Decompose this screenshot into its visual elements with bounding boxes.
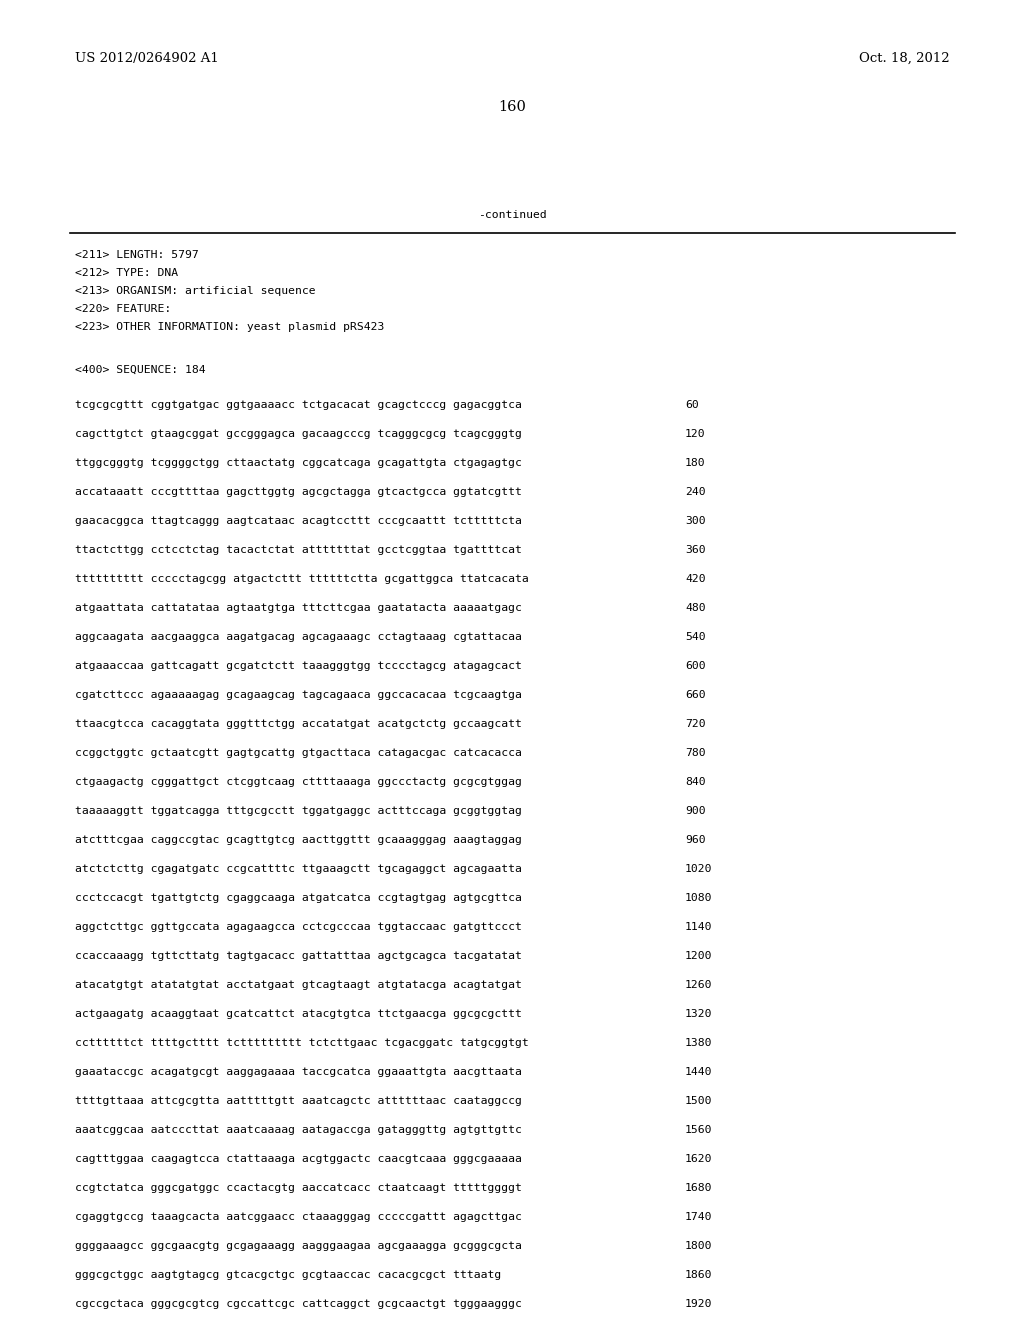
- Text: 240: 240: [685, 487, 706, 498]
- Text: <220> FEATURE:: <220> FEATURE:: [75, 304, 171, 314]
- Text: -continued: -continued: [477, 210, 547, 220]
- Text: 60: 60: [685, 400, 698, 411]
- Text: <223> OTHER INFORMATION: yeast plasmid pRS423: <223> OTHER INFORMATION: yeast plasmid p…: [75, 322, 384, 333]
- Text: ccctccacgt tgattgtctg cgaggcaaga atgatcatca ccgtagtgag agtgcgttca: ccctccacgt tgattgtctg cgaggcaaga atgatca…: [75, 894, 522, 903]
- Text: 1800: 1800: [685, 1241, 713, 1251]
- Text: ctgaagactg cgggattgct ctcggtcaag cttttaaaga ggccctactg gcgcgtggag: ctgaagactg cgggattgct ctcggtcaag cttttaa…: [75, 777, 522, 787]
- Text: 1680: 1680: [685, 1183, 713, 1193]
- Text: gaacacggca ttagtcaggg aagtcataac acagtccttt cccgcaattt tctttttcta: gaacacggca ttagtcaggg aagtcataac acagtcc…: [75, 516, 522, 525]
- Text: US 2012/0264902 A1: US 2012/0264902 A1: [75, 51, 219, 65]
- Text: <211> LENGTH: 5797: <211> LENGTH: 5797: [75, 249, 199, 260]
- Text: actgaagatg acaaggtaat gcatcattct atacgtgtca ttctgaacga ggcgcgcttt: actgaagatg acaaggtaat gcatcattct atacgtg…: [75, 1008, 522, 1019]
- Text: 1380: 1380: [685, 1038, 713, 1048]
- Text: 480: 480: [685, 603, 706, 612]
- Text: 1260: 1260: [685, 979, 713, 990]
- Text: ttggcgggtg tcggggctgg cttaactatg cggcatcaga gcagattgta ctgagagtgc: ttggcgggtg tcggggctgg cttaactatg cggcatc…: [75, 458, 522, 469]
- Text: 720: 720: [685, 719, 706, 729]
- Text: tcgcgcgttt cggtgatgac ggtgaaaacc tctgacacat gcagctcccg gagacggtca: tcgcgcgttt cggtgatgac ggtgaaaacc tctgaca…: [75, 400, 522, 411]
- Text: taaaaaggtt tggatcagga tttgcgcctt tggatgaggc actttccaga gcggtggtag: taaaaaggtt tggatcagga tttgcgcctt tggatga…: [75, 807, 522, 816]
- Text: 900: 900: [685, 807, 706, 816]
- Text: atgaattata cattatataa agtaatgtga tttcttcgaa gaatatacta aaaaatgagc: atgaattata cattatataa agtaatgtga tttcttc…: [75, 603, 522, 612]
- Text: aggctcttgc ggttgccata agagaagcca cctcgcccaa tggtaccaac gatgttccct: aggctcttgc ggttgccata agagaagcca cctcgcc…: [75, 921, 522, 932]
- Text: ccgtctatca gggcgatggc ccactacgtg aaccatcacc ctaatcaagt tttttggggt: ccgtctatca gggcgatggc ccactacgtg aaccatc…: [75, 1183, 522, 1193]
- Text: 360: 360: [685, 545, 706, 554]
- Text: 160: 160: [498, 100, 526, 114]
- Text: ggggaaagcc ggcgaacgtg gcgagaaagg aagggaagaa agcgaaagga gcgggcgcta: ggggaaagcc ggcgaacgtg gcgagaaagg aagggaa…: [75, 1241, 522, 1251]
- Text: atctctcttg cgagatgatc ccgcattttc ttgaaagctt tgcagaggct agcagaatta: atctctcttg cgagatgatc ccgcattttc ttgaaag…: [75, 865, 522, 874]
- Text: 1920: 1920: [685, 1299, 713, 1309]
- Text: 600: 600: [685, 661, 706, 671]
- Text: ccttttttct ttttgctttt tcttttttttt tctcttgaac tcgacggatc tatgcggtgt: ccttttttct ttttgctttt tcttttttttt tctctt…: [75, 1038, 528, 1048]
- Text: aggcaagata aacgaaggca aagatgacag agcagaaagc cctagtaaag cgtattacaa: aggcaagata aacgaaggca aagatgacag agcagaa…: [75, 632, 522, 642]
- Text: gaaataccgc acagatgcgt aaggagaaaa taccgcatca ggaaattgta aacgttaata: gaaataccgc acagatgcgt aaggagaaaa taccgca…: [75, 1067, 522, 1077]
- Text: ttaacgtcca cacaggtata gggtttctgg accatatgat acatgctctg gccaagcatt: ttaacgtcca cacaggtata gggtttctgg accatat…: [75, 719, 522, 729]
- Text: 1080: 1080: [685, 894, 713, 903]
- Text: 1320: 1320: [685, 1008, 713, 1019]
- Text: 840: 840: [685, 777, 706, 787]
- Text: 1200: 1200: [685, 950, 713, 961]
- Text: 1740: 1740: [685, 1212, 713, 1222]
- Text: 1020: 1020: [685, 865, 713, 874]
- Text: ttttgttaaa attcgcgtta aatttttgtt aaatcagctc attttttaac caataggccg: ttttgttaaa attcgcgtta aatttttgtt aaatcag…: [75, 1096, 522, 1106]
- Text: 1560: 1560: [685, 1125, 713, 1135]
- Text: 1860: 1860: [685, 1270, 713, 1280]
- Text: <400> SEQUENCE: 184: <400> SEQUENCE: 184: [75, 366, 206, 375]
- Text: aaatcggcaa aatcccttat aaatcaaaag aatagaccga gatagggttg agtgttgttc: aaatcggcaa aatcccttat aaatcaaaag aatagac…: [75, 1125, 522, 1135]
- Text: 1440: 1440: [685, 1067, 713, 1077]
- Text: cgccgctaca gggcgcgtcg cgccattcgc cattcaggct gcgcaactgt tgggaagggc: cgccgctaca gggcgcgtcg cgccattcgc cattcag…: [75, 1299, 522, 1309]
- Text: 660: 660: [685, 690, 706, 700]
- Text: 1500: 1500: [685, 1096, 713, 1106]
- Text: 420: 420: [685, 574, 706, 583]
- Text: 120: 120: [685, 429, 706, 440]
- Text: accataaatt cccgttttaa gagcttggtg agcgctagga gtcactgcca ggtatcgttt: accataaatt cccgttttaa gagcttggtg agcgcta…: [75, 487, 522, 498]
- Text: 300: 300: [685, 516, 706, 525]
- Text: atgaaaccaa gattcagatt gcgatctctt taaagggtgg tcccctagcg atagagcact: atgaaaccaa gattcagatt gcgatctctt taaaggg…: [75, 661, 522, 671]
- Text: ccggctggtc gctaatcgtt gagtgcattg gtgacttaca catagacgac catcacacca: ccggctggtc gctaatcgtt gagtgcattg gtgactt…: [75, 748, 522, 758]
- Text: <212> TYPE: DNA: <212> TYPE: DNA: [75, 268, 178, 279]
- Text: cgatcttccc agaaaaagag gcagaagcag tagcagaaca ggccacacaa tcgcaagtga: cgatcttccc agaaaaagag gcagaagcag tagcaga…: [75, 690, 522, 700]
- Text: atacatgtgt atatatgtat acctatgaat gtcagtaagt atgtatacga acagtatgat: atacatgtgt atatatgtat acctatgaat gtcagta…: [75, 979, 522, 990]
- Text: cagtttggaa caagagtcca ctattaaaga acgtggactc caacgtcaaa gggcgaaaaa: cagtttggaa caagagtcca ctattaaaga acgtgga…: [75, 1154, 522, 1164]
- Text: 780: 780: [685, 748, 706, 758]
- Text: cgaggtgccg taaagcacta aatcggaacc ctaaagggag cccccgattt agagcttgac: cgaggtgccg taaagcacta aatcggaacc ctaaagg…: [75, 1212, 522, 1222]
- Text: 540: 540: [685, 632, 706, 642]
- Text: 1140: 1140: [685, 921, 713, 932]
- Text: tttttttttt ccccctagcgg atgactcttt ttttttctta gcgattggca ttatcacata: tttttttttt ccccctagcgg atgactcttt tttttt…: [75, 574, 528, 583]
- Text: atctttcgaa caggccgtac gcagttgtcg aacttggttt gcaaagggag aaagtaggag: atctttcgaa caggccgtac gcagttgtcg aacttgg…: [75, 836, 522, 845]
- Text: <213> ORGANISM: artificial sequence: <213> ORGANISM: artificial sequence: [75, 286, 315, 296]
- Text: cagcttgtct gtaagcggat gccgggagca gacaagcccg tcagggcgcg tcagcgggtg: cagcttgtct gtaagcggat gccgggagca gacaagc…: [75, 429, 522, 440]
- Text: 180: 180: [685, 458, 706, 469]
- Text: gggcgctggc aagtgtagcg gtcacgctgc gcgtaaccac cacacgcgct tttaatg: gggcgctggc aagtgtagcg gtcacgctgc gcgtaac…: [75, 1270, 502, 1280]
- Text: Oct. 18, 2012: Oct. 18, 2012: [859, 51, 950, 65]
- Text: ttactcttgg cctcctctag tacactctat atttttttat gcctcggtaa tgattttcat: ttactcttgg cctcctctag tacactctat atttttt…: [75, 545, 522, 554]
- Text: 960: 960: [685, 836, 706, 845]
- Text: ccaccaaagg tgttcttatg tagtgacacc gattatttaa agctgcagca tacgatatat: ccaccaaagg tgttcttatg tagtgacacc gattatt…: [75, 950, 522, 961]
- Text: 1620: 1620: [685, 1154, 713, 1164]
